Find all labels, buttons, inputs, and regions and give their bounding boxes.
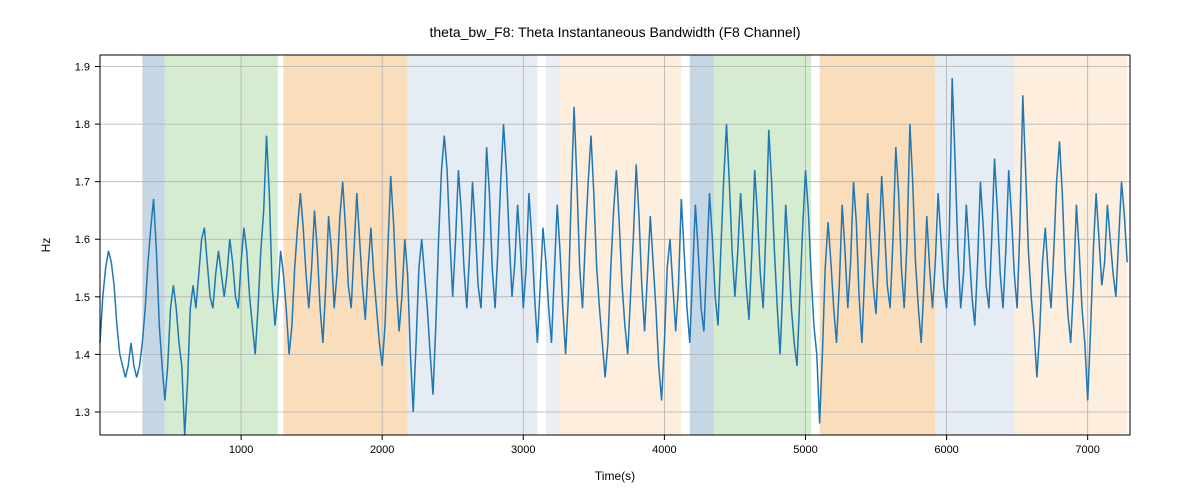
- band-region: [546, 55, 560, 435]
- y-tick-label: 1.6: [75, 234, 90, 246]
- y-axis-label: Hz: [39, 238, 53, 253]
- band-region: [408, 55, 538, 435]
- y-tick-label: 1.7: [75, 177, 90, 189]
- y-tick-label: 1.5: [75, 292, 90, 304]
- chart-container: 1000 2000 3000 4000 5000 6000 7000 1.3 1.4 1.5 1.6…: [0, 0, 1200, 500]
- x-tick-label: 7000: [1075, 444, 1099, 456]
- x-tick-label: 5000: [793, 444, 817, 456]
- band-region: [820, 55, 936, 435]
- band-region: [714, 55, 811, 435]
- x-axis-label: Time(s): [595, 469, 635, 483]
- x-tick-label: 6000: [934, 444, 958, 456]
- x-tick-label: 2000: [370, 444, 394, 456]
- band-region: [142, 55, 165, 435]
- x-tick-label: 3000: [511, 444, 535, 456]
- y-tick-label: 1.4: [75, 349, 90, 361]
- y-tick-label: 1.3: [75, 407, 90, 419]
- x-tick-label: 1000: [229, 444, 253, 456]
- y-tick-label: 1.9: [75, 62, 90, 74]
- y-tick-label: 1.8: [75, 119, 90, 131]
- band-region: [935, 55, 1014, 435]
- band-region: [283, 55, 407, 435]
- chart-title: theta_bw_F8: Theta Instantaneous Bandwid…: [430, 24, 801, 40]
- x-tick-label: 4000: [652, 444, 676, 456]
- line-chart: 1000 2000 3000 4000 5000 6000 7000 1.3 1.4 1.5 1.6…: [0, 0, 1200, 500]
